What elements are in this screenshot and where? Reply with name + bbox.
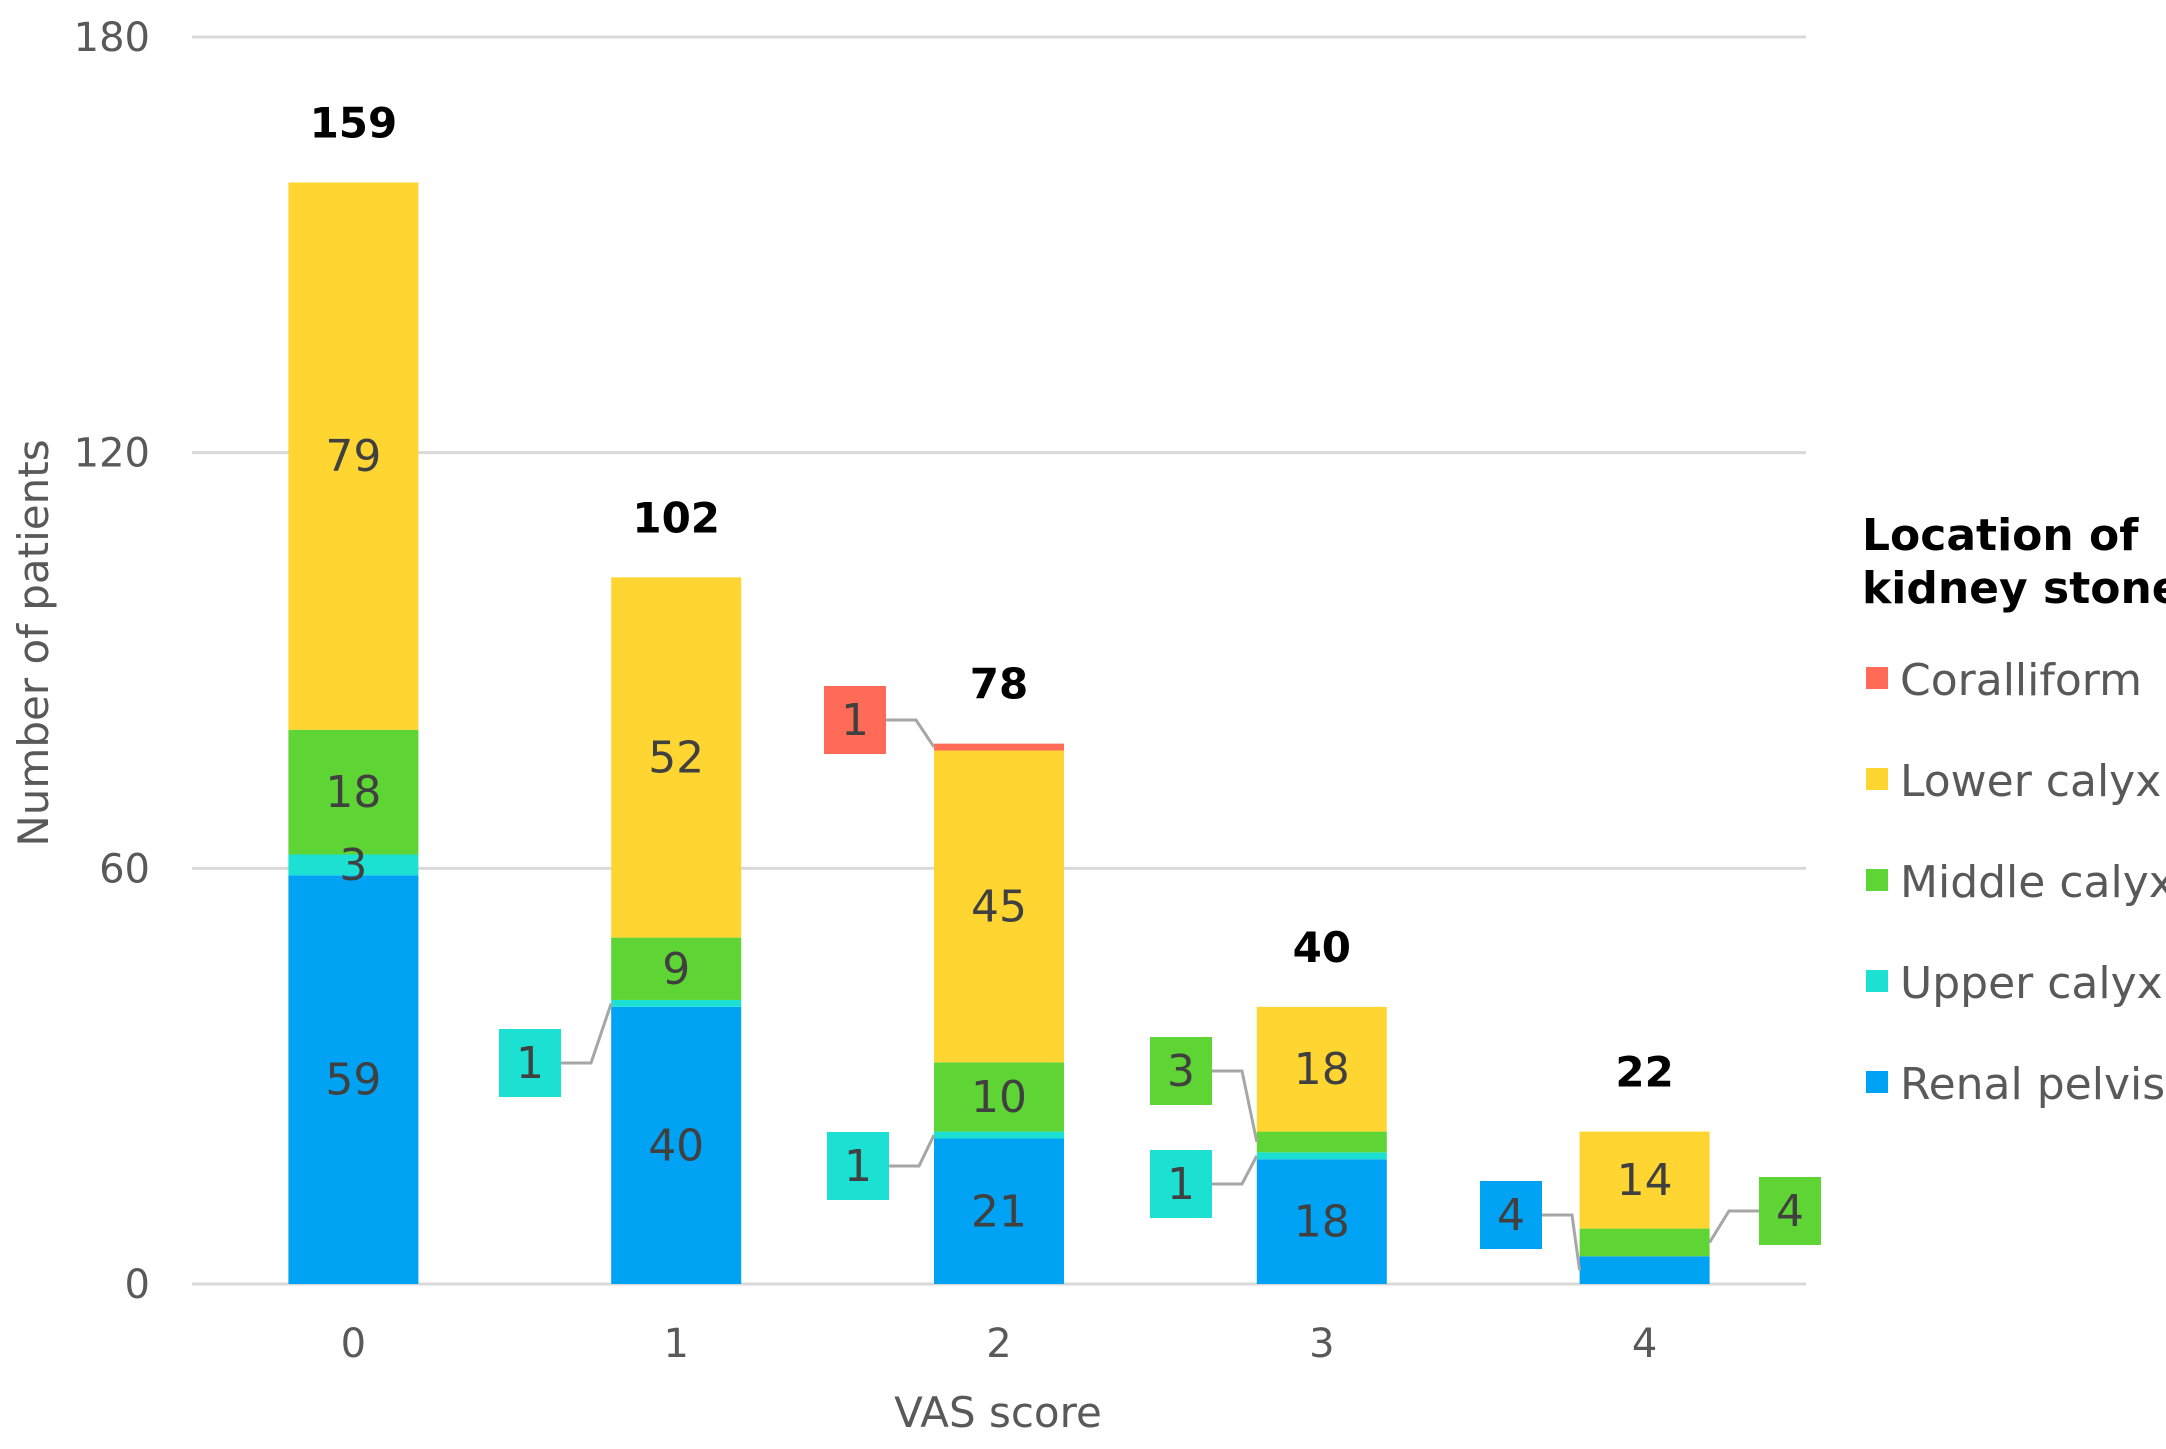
- total-label-2: 78: [970, 660, 1028, 709]
- segment-label-lower-calyx-4: 14: [1617, 1155, 1673, 1206]
- callout-box-middle-calyx-4: [1759, 1177, 1821, 1245]
- segment-label-lower-calyx-2: 45: [971, 881, 1027, 932]
- bar-segment-upper-calyx-0: [288, 854, 419, 876]
- legend-swatch-lower-calyx: [1866, 768, 1888, 790]
- total-label-1: 102: [632, 493, 720, 542]
- bar-segment-renal-pelvis-0: [288, 875, 419, 1284]
- total-label-3: 40: [1293, 923, 1351, 972]
- legend-swatch-upper-calyx: [1866, 970, 1888, 992]
- callout-label-renal-pelvis-4: 4: [1497, 1190, 1525, 1241]
- legend-label-coralliform: Coralliform: [1900, 655, 2142, 706]
- legend-swatch-middle-calyx: [1866, 869, 1888, 891]
- segment-label-lower-calyx-1: 52: [648, 732, 704, 783]
- segment-label-middle-calyx-0: 18: [325, 767, 381, 818]
- legend-swatch-coralliform: [1866, 667, 1888, 689]
- bar-segment-lower-calyx-3: [1256, 1006, 1387, 1132]
- callout-label-upper-calyx-3: 1: [1167, 1159, 1195, 1210]
- callout-leader-middle-calyx-3: [1212, 1069, 1259, 1143]
- bar-segment-middle-calyx-0: [288, 729, 419, 855]
- legend-swatch-renal-pelvis: [1866, 1071, 1888, 1093]
- bar-segment-upper-calyx-3: [1256, 1152, 1387, 1160]
- bar-segment-renal-pelvis-4: [1579, 1256, 1710, 1284]
- callout-leader-upper-calyx-3: [1212, 1155, 1259, 1186]
- callout-label-upper-calyx-1: 1: [516, 1038, 544, 1089]
- x-tick-label-3: 3: [1309, 1321, 1334, 1367]
- x-tick-label-2: 2: [986, 1321, 1011, 1367]
- bars: [288, 182, 1710, 1284]
- legend-title-line2: kidney stones: [1862, 563, 2166, 614]
- bar-segment-renal-pelvis-3: [1256, 1159, 1387, 1284]
- x-tick-label-0: 0: [341, 1321, 366, 1367]
- callout-box-upper-calyx-2: [827, 1132, 889, 1200]
- callout-leader-renal-pelvis-4: [1542, 1213, 1582, 1271]
- bar-segment-renal-pelvis-2: [934, 1138, 1064, 1284]
- bar-segment-middle-calyx-4: [1579, 1228, 1710, 1257]
- legend-label-lower-calyx: Lower calyx: [1900, 756, 2161, 807]
- callout-leader-coralliform-2: [886, 718, 936, 748]
- x-axis-ticks: 0 1 2 3 4: [341, 1321, 1658, 1367]
- segment-label-renal-pelvis-2: 21: [971, 1186, 1027, 1237]
- x-axis-title: VAS score: [894, 1388, 1102, 1437]
- segment-label-upper-calyx-0: 3: [339, 840, 367, 891]
- callout-label-middle-calyx-4: 4: [1776, 1186, 1804, 1237]
- segment-label-lower-calyx-0: 79: [325, 431, 381, 482]
- segment-label-middle-calyx-1: 9: [662, 944, 690, 995]
- callout-label-middle-calyx-3: 3: [1167, 1046, 1195, 1097]
- total-label-0: 159: [310, 98, 398, 147]
- callout-box-coralliform-2: [824, 686, 886, 754]
- y-tick-label-120: 120: [74, 431, 150, 477]
- bar-segment-renal-pelvis-1: [611, 1006, 742, 1284]
- legend-label-renal-pelvis: Renal pelvis: [1900, 1059, 2165, 1110]
- y-tick-label-0: 0: [125, 1262, 150, 1308]
- legend: Location of kidney stones Coralliform Low…: [1862, 510, 2166, 1110]
- y-tick-label-180: 180: [74, 15, 150, 61]
- bar-segment-middle-calyx-1: [611, 937, 742, 1000]
- callout-box-middle-calyx-3: [1150, 1037, 1212, 1105]
- segment-label-lower-calyx-3: 18: [1294, 1044, 1350, 1095]
- segment-label-renal-pelvis-0: 59: [325, 1055, 381, 1106]
- bar-segment-coralliform-2: [934, 743, 1064, 751]
- x-tick-label-4: 4: [1632, 1321, 1657, 1367]
- segment-label-renal-pelvis-1: 40: [648, 1120, 704, 1171]
- bar-segment-lower-calyx-2: [934, 750, 1064, 1063]
- bar-segment-lower-calyx-4: [1579, 1131, 1710, 1229]
- callout-box-upper-calyx-3: [1150, 1150, 1212, 1218]
- bar-segment-upper-calyx-1: [611, 999, 742, 1007]
- callout-leader-upper-calyx-2: [889, 1134, 936, 1168]
- bar-segment-middle-calyx-2: [934, 1062, 1064, 1132]
- y-axis-title: Number of patients: [9, 439, 58, 846]
- callout-label-upper-calyx-2: 1: [844, 1141, 872, 1192]
- segment-label-renal-pelvis-3: 18: [1294, 1197, 1350, 1248]
- bar-segment-lower-calyx-0: [288, 182, 419, 730]
- callout-box-renal-pelvis-4: [1480, 1181, 1542, 1249]
- y-tick-label-60: 60: [99, 846, 150, 892]
- bar-segment-upper-calyx-2: [934, 1131, 1064, 1139]
- callout-leader-upper-calyx-1: [561, 1002, 613, 1065]
- total-labels: 159 102 78 40 22: [310, 98, 1674, 1096]
- callout-leader-middle-calyx-4: [1708, 1209, 1759, 1244]
- legend-label-upper-calyx: Upper calyx: [1900, 958, 2163, 1009]
- callout-label-coralliform-2: 1: [841, 695, 869, 746]
- bar-segment-middle-calyx-3: [1256, 1131, 1387, 1153]
- legend-title-line1: Location of: [1862, 510, 2139, 561]
- total-label-4: 22: [1615, 1048, 1673, 1097]
- bar-segment-lower-calyx-1: [611, 577, 742, 938]
- segment-label-middle-calyx-2: 10: [971, 1072, 1027, 1123]
- legend-label-middle-calyx: Middle calyx: [1900, 857, 2166, 908]
- x-tick-label-1: 1: [663, 1321, 688, 1367]
- callout-box-upper-calyx-1: [499, 1029, 561, 1097]
- legend-items: Coralliform Lower calyx Middle calyx Upper …: [1866, 655, 2166, 1110]
- y-axis-ticks: 0 60 120 180: [74, 15, 150, 1308]
